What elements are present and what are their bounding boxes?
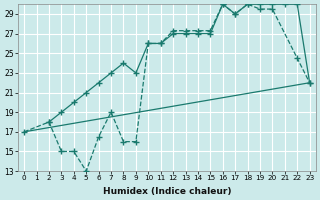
X-axis label: Humidex (Indice chaleur): Humidex (Indice chaleur)	[103, 187, 231, 196]
